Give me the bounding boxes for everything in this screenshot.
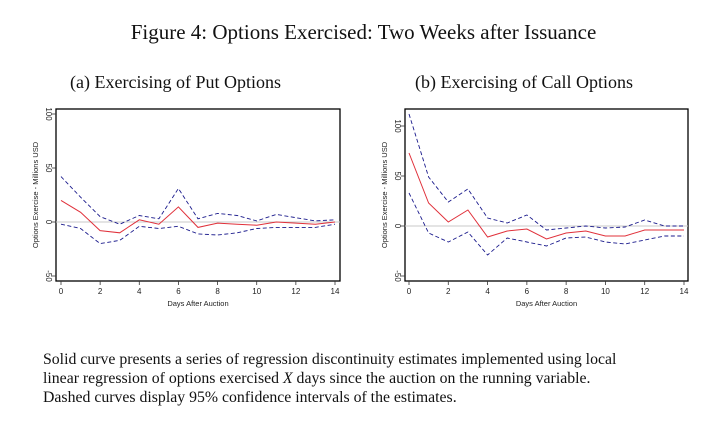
x-tick-label: 12 bbox=[291, 287, 300, 296]
x-tick-label: 6 bbox=[525, 287, 530, 296]
x-axis-label: Days After Auction bbox=[516, 299, 577, 308]
plot-frame bbox=[404, 108, 689, 282]
caption-line-2-pre: linear regression of options exercised bbox=[43, 370, 283, 387]
y-tick-label: 50 bbox=[393, 172, 402, 181]
x-tick-label: 12 bbox=[640, 287, 649, 296]
figure-title: Figure 4: Options Exercised: Two Weeks a… bbox=[130, 20, 597, 44]
x-tick-label: 14 bbox=[331, 287, 340, 296]
upper-ci-line bbox=[60, 176, 336, 225]
lower-ci-line bbox=[408, 192, 684, 256]
y-axis-label: Options Exercise - Millions USD bbox=[380, 141, 389, 248]
subplot-b-title: (b) Exercising of Call Options bbox=[415, 72, 633, 92]
x-tick-label: 2 bbox=[98, 287, 103, 296]
y-tick-label: 100 bbox=[44, 107, 53, 121]
x-tick-label: 10 bbox=[601, 287, 610, 296]
caption-line-1: Solid curve presents a series of regress… bbox=[43, 351, 617, 368]
caption-line-3: Dashed curves display 95% confidence int… bbox=[43, 389, 457, 406]
put-options-chart: -50 0 50 100 0 2 4 6 8 10 12 14 Days After Auction Op… bbox=[31, 107, 341, 308]
y-axis-label: Options Exercise - Millions USD bbox=[31, 141, 40, 248]
caption-line-2: linear regression of options exercised X… bbox=[43, 369, 693, 388]
x-tick-label: 0 bbox=[407, 287, 412, 296]
x-tick-label: 4 bbox=[137, 287, 142, 296]
estimate-line bbox=[408, 152, 684, 240]
plot-frame bbox=[55, 108, 341, 282]
x-tick-label: 10 bbox=[252, 287, 261, 296]
y-tick-label: 0 bbox=[44, 220, 53, 225]
subplot-a-title: (a) Exercising of Put Options bbox=[70, 72, 281, 92]
caption-line-2-post: days since the auction on the running va… bbox=[292, 370, 591, 387]
x-tick-label: 8 bbox=[564, 287, 569, 296]
x-tick-label: 14 bbox=[680, 287, 689, 296]
y-tick-label: -50 bbox=[393, 270, 402, 282]
y-tick-label: 50 bbox=[44, 164, 53, 173]
y-tick-label: 100 bbox=[393, 119, 402, 133]
x-tick-label: 4 bbox=[485, 287, 490, 296]
y-tick-label: 0 bbox=[393, 224, 402, 229]
x-tick-label: 0 bbox=[59, 287, 64, 296]
x-tick-label: 2 bbox=[446, 287, 451, 296]
x-tick-label: 8 bbox=[215, 287, 220, 296]
figure-caption: Solid curve presents a series of regress… bbox=[43, 350, 693, 407]
x-axis-label: Days After Auction bbox=[167, 299, 228, 308]
upper-ci-line bbox=[408, 113, 684, 231]
call-options-chart: -50 0 50 100 0 2 4 6 8 10 12 14 Days After Auction Op… bbox=[380, 108, 689, 308]
lower-ci-line bbox=[60, 223, 336, 245]
x-tick-label: 6 bbox=[176, 287, 181, 296]
estimate-line bbox=[60, 199, 336, 234]
caption-variable-x: X bbox=[282, 370, 293, 387]
y-tick-label: -50 bbox=[44, 270, 53, 282]
